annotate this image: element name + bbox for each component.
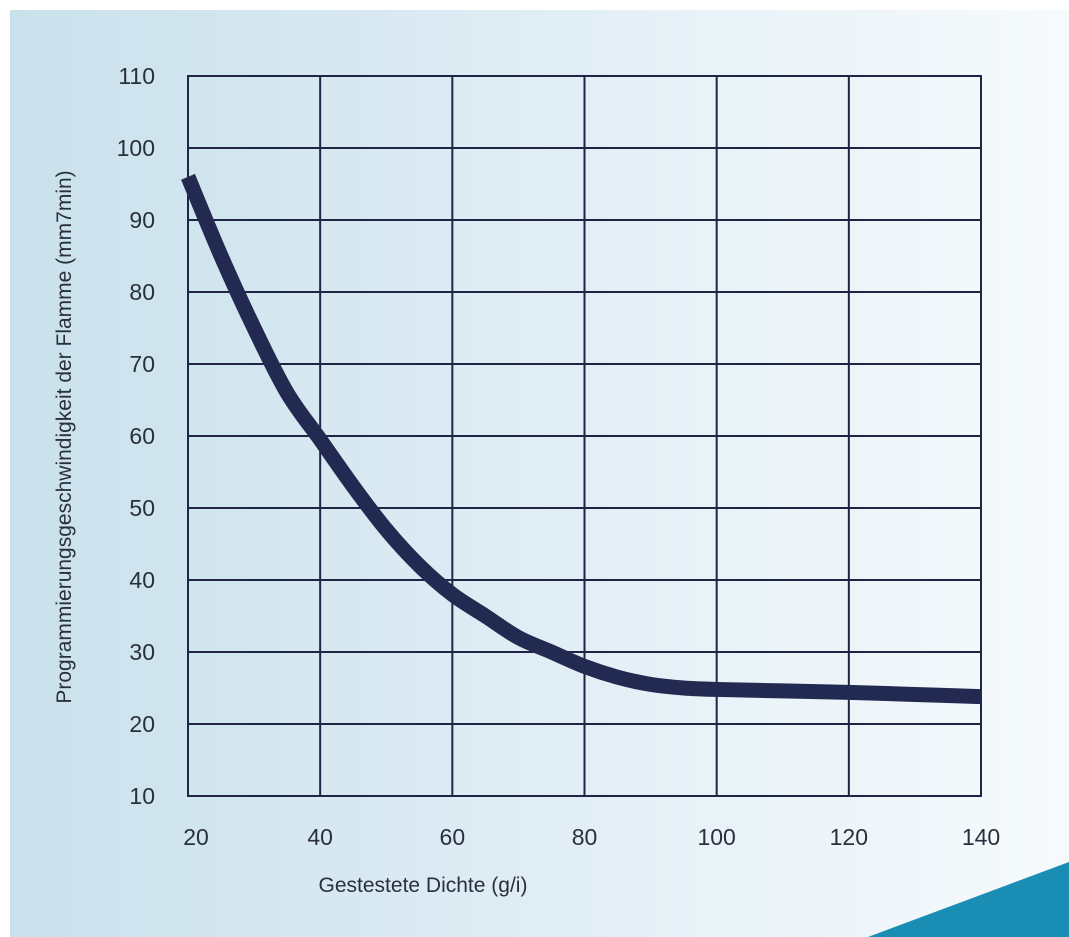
y-tick-label: 60	[129, 423, 155, 449]
corner-accent-decoration	[868, 862, 1069, 937]
x-tick-label: 40	[307, 824, 333, 850]
x-axis-title: Gestestete Dichte (g/i)	[319, 874, 528, 897]
x-tick-label: 140	[962, 824, 1000, 850]
x-tick-label: 60	[440, 824, 466, 850]
y-tick-label: 110	[118, 63, 155, 89]
x-tick-label: 20	[183, 824, 209, 850]
x-tick-labels: 20 40 60 80 100 120 140	[183, 824, 1000, 850]
y-tick-label: 40	[129, 567, 155, 593]
y-tick-labels: 10 20 30 40 50 60 70 80 90 100 110	[117, 63, 155, 809]
x-tick-label: 120	[830, 824, 868, 850]
y-tick-label: 80	[129, 279, 155, 305]
x-tick-label: 100	[697, 824, 735, 850]
y-tick-label: 30	[129, 639, 155, 665]
y-tick-label: 100	[117, 135, 155, 161]
x-tick-label: 80	[572, 824, 598, 850]
y-tick-label: 50	[129, 495, 155, 521]
y-tick-label: 10	[129, 783, 155, 809]
y-tick-label: 90	[129, 207, 155, 233]
grid-lines	[187, 75, 982, 797]
y-tick-label: 70	[129, 351, 155, 377]
series-line-0	[181, 173, 982, 705]
chart-background-panel	[10, 10, 1069, 937]
series-layer	[181, 173, 982, 705]
y-axis-title: Programmierungsgeschwindigkeit der Flamm…	[53, 170, 76, 703]
y-tick-label: 20	[129, 711, 155, 737]
